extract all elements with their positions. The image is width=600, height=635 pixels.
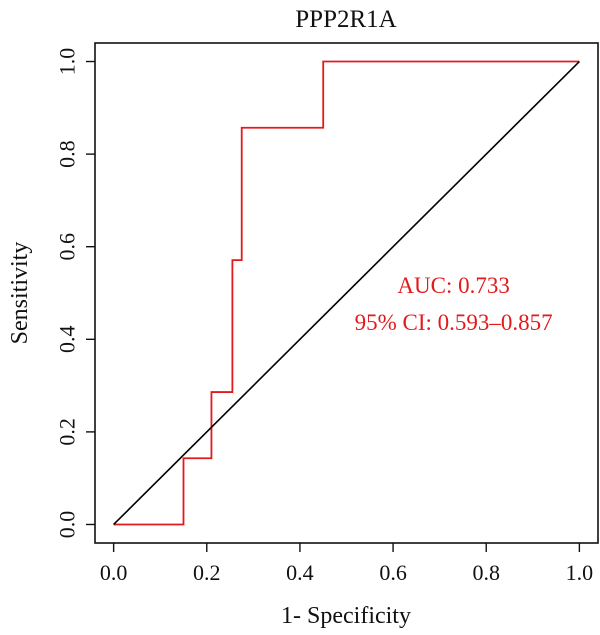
x-axis: 0.0 0.2 0.4 0.6 0.8 1.0 <box>100 543 593 585</box>
reference-diagonal <box>113 60 580 526</box>
y-axis: 0.0 0.2 0.4 0.6 0.8 1.0 <box>55 48 95 539</box>
y-tick-label: 1.0 <box>55 48 80 76</box>
y-tick-label: 0.6 <box>55 233 80 261</box>
y-tick-label: 0.2 <box>55 418 80 446</box>
y-tick-label: 0.0 <box>55 511 80 539</box>
plot-frame <box>94 42 599 544</box>
x-tick-label: 0.8 <box>472 560 500 585</box>
x-tick-label: 0.6 <box>379 560 407 585</box>
roc-curve <box>113 60 580 526</box>
x-tick-label: 0.2 <box>193 560 221 585</box>
x-tick-label: 0.4 <box>286 560 314 585</box>
plot-series <box>113 60 580 526</box>
y-tick-label: 0.8 <box>55 140 80 168</box>
y-axis-label: Sensitivity <box>7 242 33 345</box>
ci-label: 95% CI: 0.593–0.857 <box>355 310 553 335</box>
chart-title: PPP2R1A <box>295 6 396 33</box>
x-axis-label: 1- Specificity <box>281 603 411 629</box>
x-tick-label: 1.0 <box>566 560 594 585</box>
y-tick-label: 0.4 <box>55 326 80 354</box>
annotations: AUC: 0.733 95% CI: 0.593–0.857 <box>355 273 553 335</box>
auc-label: AUC: 0.733 <box>397 273 509 298</box>
x-tick-label: 0.0 <box>100 560 128 585</box>
